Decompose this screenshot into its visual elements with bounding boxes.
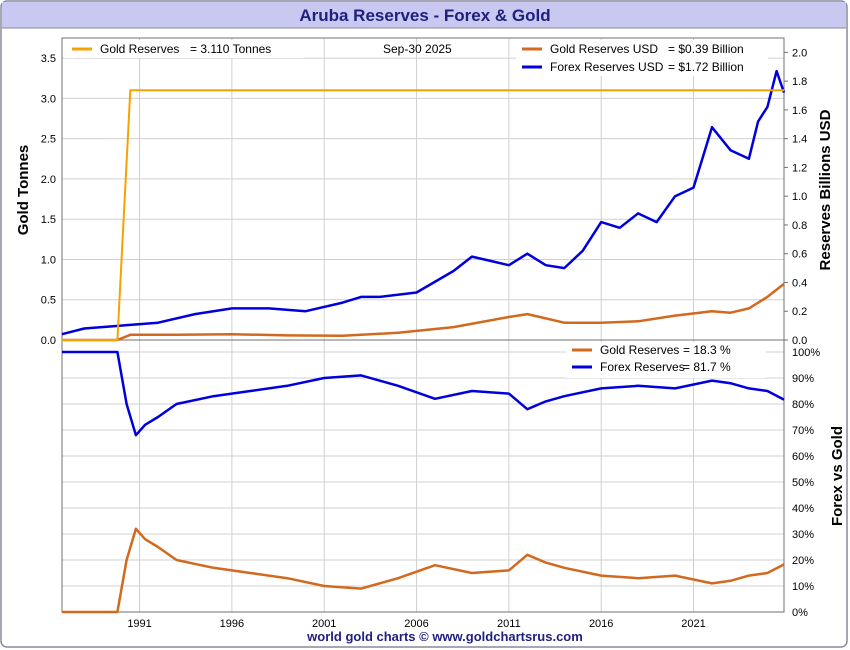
legend-value-gold-usd: = $0.39 Billion <box>668 42 744 56</box>
bottom-right-axis-ticks: 0% 10% 20% 30% 40% 50% 60% 70% 80% 90% 100% <box>792 347 820 619</box>
legend-bg-bottom <box>566 342 766 378</box>
y-tick-label-right: 0.2 <box>792 306 807 318</box>
y-tick-label-percent: 90% <box>792 373 814 385</box>
y-tick-label-percent: 100% <box>792 347 820 359</box>
y-tick-label-left: 0.5 <box>41 295 56 307</box>
y-tick-label-right: 1.8 <box>792 76 807 88</box>
legend-label-gold-pct: Gold Reserves <box>600 343 679 357</box>
legend-label-gold-tonnes: Gold Reserves <box>100 42 179 56</box>
y-tick-label-right: 0.6 <box>792 249 807 261</box>
y-tick-label-percent: 40% <box>792 503 814 515</box>
y-tick-label-percent: 80% <box>792 399 814 411</box>
y-tick-label-left: 2.5 <box>41 134 56 146</box>
gold-reserves-percent-line <box>62 527 785 614</box>
y-tick-label-right: 1.4 <box>792 134 807 146</box>
title-bar <box>2 2 846 28</box>
right-axis-title-top: Reserves Billions USD <box>817 109 834 270</box>
legend-label-gold-usd: Gold Reserves USD <box>550 42 658 56</box>
x-tick-label: 2001 <box>312 618 336 630</box>
y-tick-label-right: 1.0 <box>792 191 807 203</box>
y-tick-label-left: 1.0 <box>41 254 56 266</box>
legend-label-forex-usd: Forex Reserves USD <box>550 60 664 74</box>
y-tick-label-right: 0.4 <box>792 277 807 289</box>
y-tick-label-percent: 0% <box>792 607 808 619</box>
x-tick-label: 2016 <box>589 618 613 630</box>
legend-bg-top-right <box>516 40 768 76</box>
bottom-grid <box>62 340 784 612</box>
y-tick-label-right: 0.0 <box>792 335 807 347</box>
y-tick-label-right: 1.6 <box>792 105 807 117</box>
y-tick-label-percent: 10% <box>792 581 814 593</box>
x-tick-label: 2006 <box>404 618 428 630</box>
y-tick-label-percent: 70% <box>792 425 814 437</box>
y-tick-label-percent: 20% <box>792 555 814 567</box>
y-tick-label-left: 2.0 <box>41 174 56 186</box>
x-axis-ticks: 1991 1996 2001 2006 2011 2016 2021 <box>127 618 705 630</box>
legend-bg-top-left <box>64 40 304 58</box>
x-tick-label: 2021 <box>681 618 705 630</box>
top-left-axis-ticks: 0.0 0.5 1.0 1.5 2.0 2.5 3.0 3.5 <box>41 53 56 347</box>
y-tick-label-left: 0.0 <box>41 335 56 347</box>
y-tick-label-right: 1.2 <box>792 162 807 174</box>
x-tick-label: 1991 <box>127 618 151 630</box>
x-tick-label: 2011 <box>497 618 521 630</box>
y-tick-label-right: 2.0 <box>792 47 807 59</box>
gold-reserves-usd-line <box>62 282 785 342</box>
legend-value-gold-pct: = 18.3 % <box>683 343 731 357</box>
y-tick-label-percent: 30% <box>792 529 814 541</box>
forex-reserves-percent-line <box>62 350 785 437</box>
y-tick-label-left: 3.0 <box>41 93 56 105</box>
legend-value-gold-tonnes: = 3.110 Tonnes <box>190 42 271 56</box>
chart-date: Sep-30 2025 <box>383 42 452 56</box>
y-tick-label-percent: 50% <box>792 477 814 489</box>
y-tick-label-right: 0.8 <box>792 220 807 232</box>
y-tick-label-left: 3.5 <box>41 53 56 65</box>
chart-title: Aruba Reserves - Forex & Gold <box>299 6 550 25</box>
x-tick-label: 1996 <box>220 618 244 630</box>
bottom-plot-frame <box>61 339 785 613</box>
forex-reserves-usd-line <box>61 69 786 336</box>
right-axis-title-bottom: Forex vs Gold <box>829 426 846 526</box>
gold-reserves-tonnes-line <box>62 89 784 341</box>
top-right-axis-ticks: 0.0 0.2 0.4 0.6 0.8 1.0 1.2 1.4 1.6 1.8 2.0 <box>784 47 807 347</box>
legend-label-forex-pct: Forex Reserves <box>600 360 685 374</box>
legend-value-forex-pct: = 81.7 % <box>683 360 731 374</box>
y-tick-label-left: 1.5 <box>41 214 56 226</box>
legend-value-forex-usd: = $1.72 Billion <box>668 60 744 74</box>
y-tick-label-percent: 60% <box>792 451 814 463</box>
footer-credit: world gold charts © www.goldchartsrus.co… <box>306 629 583 644</box>
left-axis-title: Gold Tonnes <box>15 145 32 236</box>
